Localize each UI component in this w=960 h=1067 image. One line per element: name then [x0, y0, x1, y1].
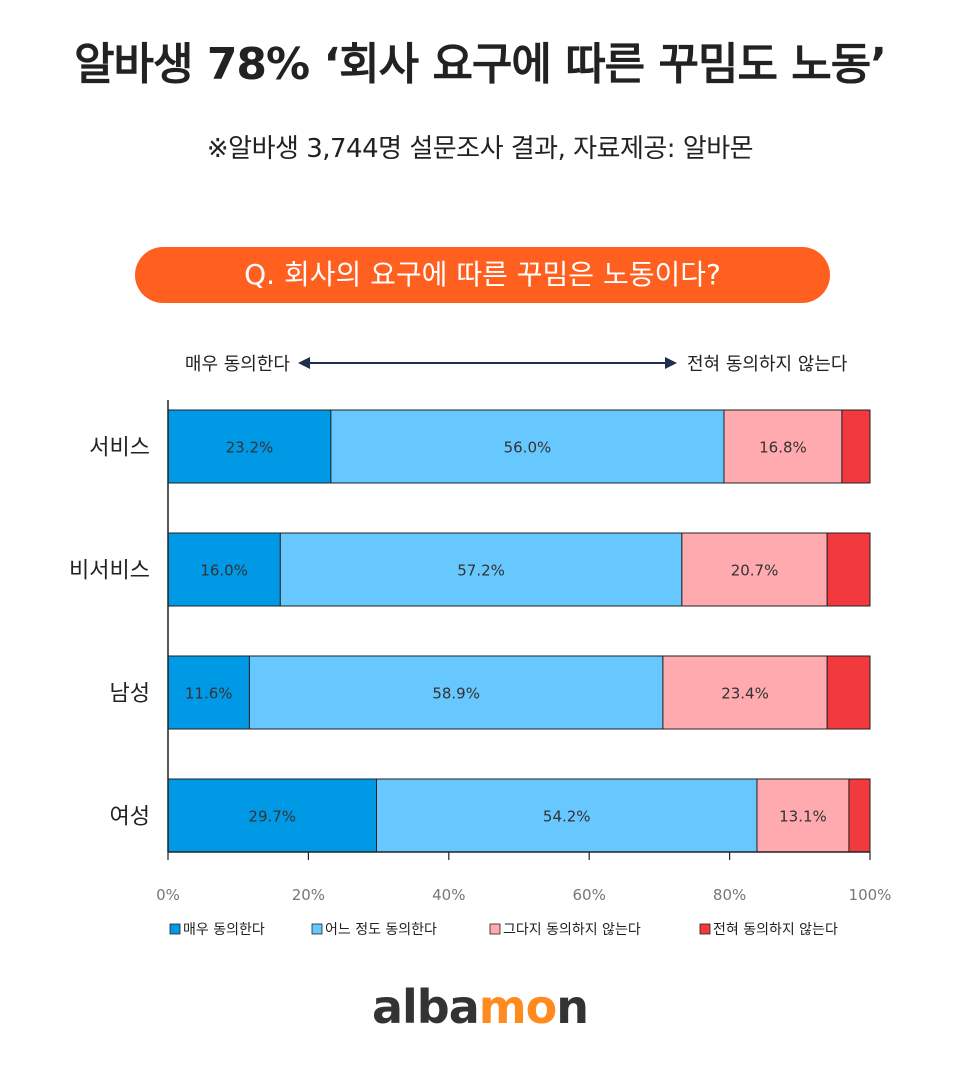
- bar-segment: [167, 409, 332, 484]
- legend: 매우 동의한다 어느 정도 동의한다 그다지 동의하지 않는다 전혀 동의하지 않는다: [169, 922, 838, 938]
- bar-segment: [167, 778, 377, 853]
- albamon-logo: albamon: [0, 980, 960, 1034]
- data-label: 57.2%: [457, 562, 505, 580]
- data-label: 56.0%: [504, 439, 552, 457]
- x-tick-label: 20%: [292, 886, 325, 904]
- question-banner: Q. 회사의 요구에 따른 꾸밈은 노동이다?: [135, 247, 830, 303]
- bar-segment: [167, 655, 250, 730]
- x-tick-label: 80%: [713, 886, 746, 904]
- category-label: 서비스: [89, 436, 150, 461]
- legend-swatch: [489, 923, 501, 935]
- data-label: 23.2%: [226, 439, 274, 457]
- bar-segment: [848, 778, 871, 853]
- bar-segment: [662, 655, 828, 730]
- bar-segment: [826, 532, 871, 607]
- legend-swatch: [699, 923, 711, 935]
- bar-segment: [167, 532, 281, 607]
- data-label: 29.7%: [248, 808, 296, 826]
- bar-segment: [681, 532, 828, 607]
- agreement-scale: 매우 동의한다 전혀 동의하지 않는다: [185, 354, 848, 375]
- x-tick-label: 60%: [573, 886, 606, 904]
- page-subtitle: ※알바생 3,744명 설문조사 결과, 자료제공: 알바몬: [206, 134, 754, 164]
- scale-arrow-right-head: [665, 357, 677, 369]
- x-tick-label: 40%: [432, 886, 465, 904]
- bar-segment: [375, 778, 758, 853]
- logo-text-accent: mo: [478, 980, 558, 1034]
- scale-right-label: 전혀 동의하지 않는다: [687, 354, 848, 375]
- category-label: 비서비스: [69, 559, 150, 584]
- logo-text-end: n: [556, 980, 589, 1034]
- legend-label: 그다지 동의하지 않는다: [503, 922, 641, 938]
- data-label: 20.7%: [731, 562, 779, 580]
- bar-segment: [279, 532, 683, 607]
- x-tick-label: 100%: [849, 886, 892, 904]
- legend-label: 어느 정도 동의한다: [325, 922, 437, 938]
- x-tick-label: 0%: [156, 886, 180, 904]
- data-label: 11.6%: [185, 685, 233, 703]
- scale-left-label: 매우 동의한다: [185, 354, 291, 375]
- legend-swatch: [169, 923, 181, 935]
- legend-swatch: [311, 923, 323, 935]
- page-title: 알바생 78% ‘회사 요구에 따른 꾸밈도 노동’: [74, 39, 887, 90]
- legend-label: 매우 동의한다: [183, 922, 265, 938]
- bar-segment: [723, 409, 843, 484]
- data-label: 54.2%: [543, 808, 591, 826]
- legend-label: 전혀 동의하지 않는다: [713, 922, 838, 938]
- logo-text-main: alba: [371, 980, 480, 1034]
- bar-segment: [330, 409, 725, 484]
- category-label: 여성: [110, 805, 150, 830]
- data-label: 23.4%: [721, 685, 769, 703]
- data-label: 16.0%: [200, 562, 248, 580]
- category-label: 남성: [110, 682, 150, 707]
- data-label: 58.9%: [432, 685, 480, 703]
- data-label: 16.8%: [759, 439, 807, 457]
- data-label: 13.1%: [779, 808, 827, 826]
- bar-segment: [841, 409, 871, 484]
- x-axis: 0% 20% 40% 60% 80% 100%: [156, 400, 891, 904]
- bar-segment: [826, 655, 871, 730]
- scale-arrow-left-head: [298, 357, 310, 369]
- bars-group: 서비스 23.2% 56.0% 16.8% 비서비스 16.0% 57.2% 20.7% 남성 1…: [69, 409, 871, 853]
